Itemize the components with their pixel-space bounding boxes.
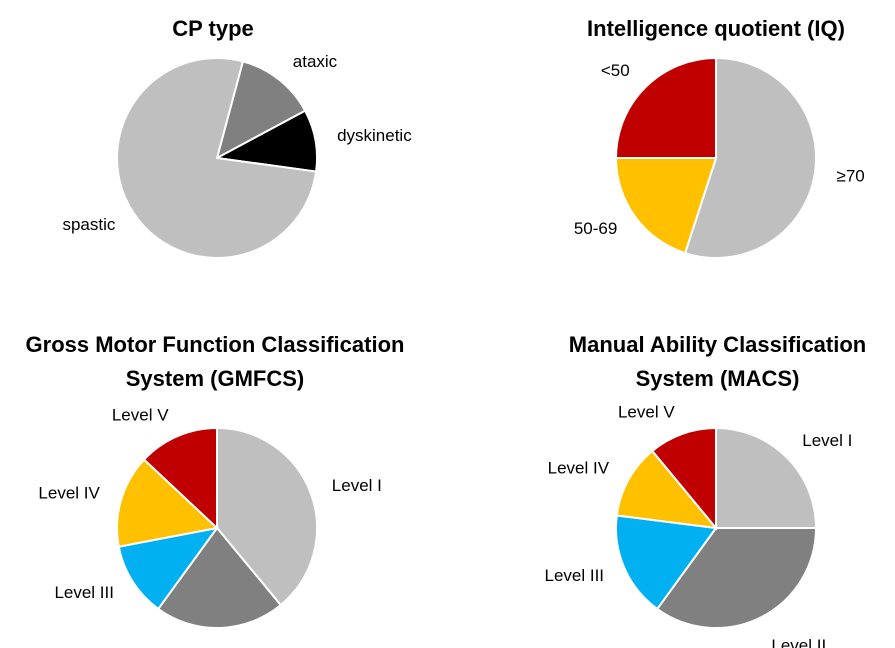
slice-label: Level IV: [548, 459, 610, 478]
slice-label: spastic: [62, 215, 115, 234]
pie-slice: [116, 458, 220, 548]
slice-label: Level IV: [38, 483, 100, 502]
slice-label: Level III: [544, 566, 604, 585]
pie-slice: [117, 526, 220, 611]
pie-slice: [614, 157, 718, 255]
slice-label: Level I: [802, 431, 852, 450]
slice-label: dyskinetic: [337, 126, 412, 145]
pie-slice: [650, 426, 717, 531]
pie-slice: [614, 56, 717, 159]
slice-label: 50-69: [574, 219, 617, 238]
pie-slice: [116, 57, 318, 259]
slice-label: Level I: [332, 476, 382, 495]
chart-title: CP type: [172, 16, 254, 41]
chart-title: Gross Motor Function Classification Syst…: [25, 332, 405, 391]
chart-title: Manual Ability Classification System (MA…: [568, 332, 867, 391]
slice-label: Level III: [54, 583, 114, 602]
pie-slice: [215, 60, 307, 160]
slice-label: <50: [601, 61, 630, 80]
slice-label: ≥70: [836, 167, 864, 186]
slice-label: ataxic: [293, 52, 338, 71]
pie-slice: [156, 526, 283, 629]
slice-label: Level V: [112, 406, 169, 425]
pie-slice: [615, 514, 718, 611]
pie-slice: [216, 426, 318, 607]
pie-slice: [683, 56, 817, 259]
pie-slice: [715, 426, 818, 529]
slice-label: Level II: [771, 636, 826, 648]
pie-slice: [142, 426, 218, 531]
chart-title: Intelligence quotient (IQ): [587, 16, 845, 41]
slice-label: Level V: [618, 403, 675, 422]
pie-slice: [615, 449, 719, 530]
pie-slice: [655, 527, 818, 629]
